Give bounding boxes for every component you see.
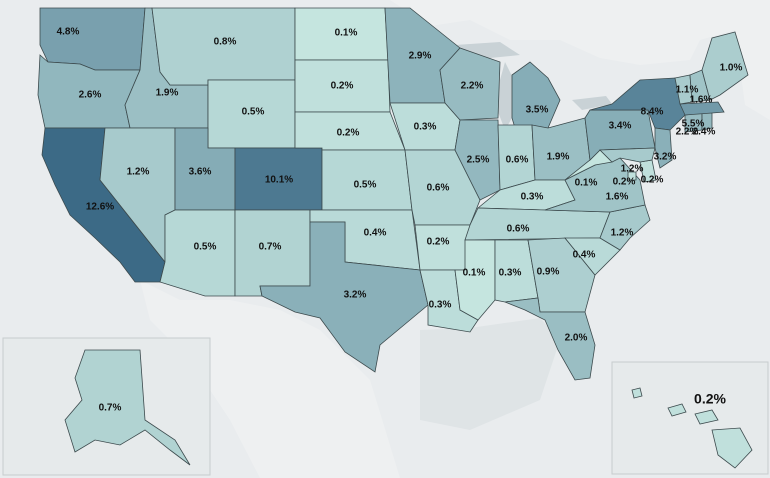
state-label-tn: 0.6% bbox=[507, 224, 530, 235]
state-label-wa: 4.8% bbox=[57, 27, 80, 38]
state-mi bbox=[511, 61, 561, 129]
state-label-ia: 0.3% bbox=[414, 122, 437, 133]
state-label-me: 1.0% bbox=[720, 63, 743, 74]
state-label-ga: 0.9% bbox=[537, 267, 560, 278]
state-label-nm: 0.7% bbox=[259, 242, 282, 253]
state-az bbox=[159, 209, 236, 297]
state-il bbox=[454, 119, 501, 201]
state-label-ok: 0.4% bbox=[364, 228, 387, 239]
state-layer bbox=[2, 7, 769, 476]
state-label-id: 1.9% bbox=[156, 88, 179, 99]
state-label-ct: 2.2% bbox=[676, 127, 699, 138]
state-label-la: 0.3% bbox=[429, 300, 452, 311]
state-label-fl: 2.0% bbox=[565, 333, 588, 344]
state-dc bbox=[627, 171, 637, 181]
state-label-nd: 0.1% bbox=[335, 28, 358, 39]
state-label-pa: 3.4% bbox=[609, 121, 632, 132]
state-label-or: 2.6% bbox=[79, 90, 102, 101]
state-label-il: 2.5% bbox=[467, 155, 490, 166]
state-nm bbox=[234, 209, 311, 297]
state-md bbox=[599, 147, 656, 163]
state-label-co: 10.1% bbox=[265, 175, 293, 186]
state-label-mt: 0.8% bbox=[214, 37, 237, 48]
state-tx bbox=[259, 221, 429, 373]
state-label-ca: 12.6% bbox=[86, 202, 114, 213]
state-nj bbox=[654, 127, 673, 169]
state-label-ks: 0.5% bbox=[354, 180, 377, 191]
state-label-hi: 0.2% bbox=[694, 391, 726, 407]
state-label-sc: 0.4% bbox=[573, 250, 596, 261]
state-label-az: 0.5% bbox=[194, 242, 217, 253]
state-label-in: 0.6% bbox=[506, 155, 529, 166]
state-label-mo: 0.6% bbox=[427, 183, 450, 194]
state-label-ne: 0.2% bbox=[337, 128, 360, 139]
state-fl bbox=[504, 297, 596, 381]
state-wi bbox=[439, 47, 501, 121]
state-label-tx: 3.2% bbox=[344, 290, 367, 301]
state-me bbox=[701, 31, 749, 101]
state-label-ak: 0.7% bbox=[99, 403, 122, 414]
state-tn bbox=[464, 207, 611, 241]
state-label-wv: 0.1% bbox=[575, 178, 598, 189]
state-ma bbox=[679, 101, 725, 116]
state-label-md: 1.2% bbox=[621, 164, 644, 175]
state-label-nj: 3.2% bbox=[654, 152, 677, 163]
state-ak bbox=[64, 349, 191, 466]
state-label-mn: 2.9% bbox=[409, 51, 432, 62]
state-label-nh: 1.6% bbox=[690, 95, 713, 106]
state-label-sd: 0.2% bbox=[331, 81, 354, 92]
state-label-de: 0.2% bbox=[641, 175, 664, 186]
state-label-al: 0.3% bbox=[499, 268, 522, 279]
state-label-wy: 0.5% bbox=[242, 107, 265, 118]
state-label-mi: 3.5% bbox=[526, 105, 549, 116]
state-label-ny: 8.4% bbox=[641, 107, 664, 118]
state-label-ms: 0.1% bbox=[463, 268, 486, 279]
state-hi bbox=[631, 387, 753, 469]
state-label-wi: 2.2% bbox=[461, 81, 484, 92]
state-label-vt: 1.1% bbox=[676, 85, 699, 96]
state-label-ma: 5.5% bbox=[682, 119, 705, 130]
state-wa bbox=[39, 7, 146, 71]
state-label-oh: 1.9% bbox=[547, 152, 570, 163]
state-label-ky: 0.3% bbox=[521, 192, 544, 203]
value-labels: 4.8% 2.6% 12.6% 1.9% 0.8% 0.5% 1.2% 3.6% 10.1% 0.… bbox=[57, 27, 743, 414]
state-label-nc: 1.2% bbox=[611, 228, 634, 239]
state-label-nv: 1.2% bbox=[127, 167, 150, 178]
state-label-ut: 3.6% bbox=[189, 167, 212, 178]
state-label-dc: 0.2% bbox=[613, 177, 636, 188]
state-label-ri: 2.4% bbox=[693, 127, 716, 138]
state-label-va: 1.6% bbox=[606, 192, 629, 203]
state-label-ar: 0.2% bbox=[427, 237, 450, 248]
